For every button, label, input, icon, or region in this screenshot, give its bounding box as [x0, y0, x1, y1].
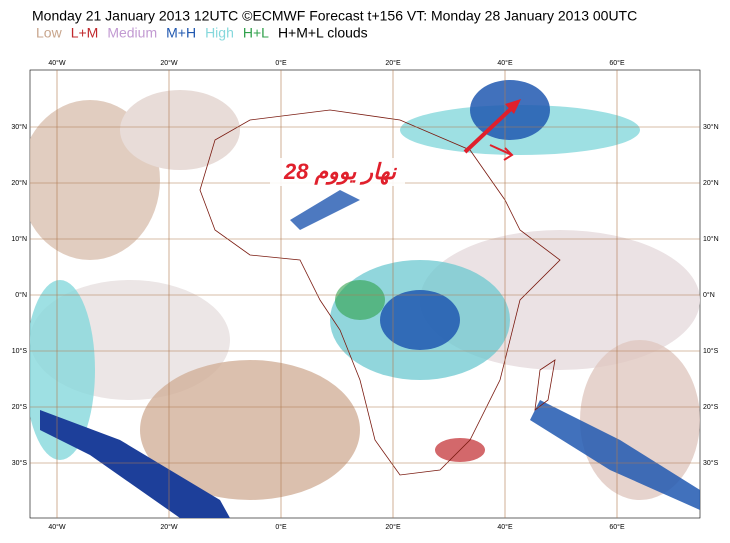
lon-label: 40°E	[497, 59, 513, 67]
legend-item: Medium	[107, 25, 157, 41]
legend-item: M+H	[166, 25, 196, 41]
lat-label: 30°S	[12, 459, 28, 467]
lon-label: 0°E	[275, 523, 287, 531]
arrow-small	[489, 144, 514, 161]
lat-label: 20°N	[11, 179, 27, 187]
cloud-band	[530, 400, 700, 510]
cloud-band	[290, 190, 360, 230]
arrow-head	[505, 99, 521, 114]
cloud-band	[40, 410, 230, 518]
legend-item: H+L	[243, 25, 269, 41]
cloud-low	[120, 90, 240, 170]
lon-label: 20°E	[385, 59, 401, 67]
annotation: نهار يووم 28	[283, 159, 398, 185]
lat-label: 0°N	[703, 291, 715, 299]
legend-item: L+M	[71, 25, 99, 41]
graticule: 40°W 40°W 20°W 20°W 0°E 0°E 20°E 20°E 40°E 40°E 60…	[11, 59, 718, 531]
lat-label: 10°S	[12, 347, 28, 355]
lat-label: 10°S	[703, 347, 719, 355]
map: 40°W 40°W 20°W 20°W 0°E 0°E 20°E 20°E 40°E 40°E 60…	[11, 59, 718, 531]
lat-label: 20°S	[703, 403, 719, 411]
title: Monday 21 January 2013 12UTC ©ECMWF Fore…	[32, 8, 637, 24]
lat-label: 30°N	[703, 123, 719, 131]
lat-label: 30°S	[703, 459, 719, 467]
lon-label: 40°E	[497, 523, 513, 531]
legend-item: Low	[36, 25, 63, 41]
legend-item: H+M+L clouds	[278, 25, 368, 41]
lon-label: 40°W	[48, 59, 66, 67]
annotation-bg	[270, 158, 405, 186]
cloud-mh	[380, 290, 460, 350]
arrow	[463, 103, 517, 154]
lon-label: 40°W	[48, 523, 66, 531]
lat-label: 30°N	[11, 123, 27, 131]
legend-item: High	[205, 25, 234, 41]
lon-label: 60°E	[609, 59, 625, 67]
lat-label: 0°N	[15, 291, 27, 299]
cloud-hl	[335, 280, 385, 320]
lon-label: 20°W	[160, 523, 178, 531]
cloud-low	[140, 360, 360, 500]
lon-label: 20°E	[385, 523, 401, 531]
lon-label: 60°E	[609, 523, 625, 531]
lat-label: 20°N	[703, 179, 719, 187]
lon-label: 0°E	[275, 59, 287, 67]
coastline-africa	[199, 109, 561, 476]
lat-label: 20°S	[12, 403, 28, 411]
cloud-fields	[30, 80, 700, 518]
lon-label: 20°W	[160, 59, 178, 67]
legend: Low L+M Medium M+H High H+L H+M+L clouds	[36, 25, 368, 41]
lat-label: 10°N	[703, 235, 719, 243]
lat-label: 10°N	[11, 235, 27, 243]
coastline-madagascar	[534, 359, 556, 411]
